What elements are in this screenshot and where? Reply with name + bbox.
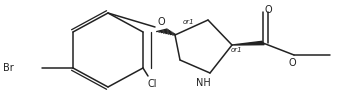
- Text: Cl: Cl: [148, 79, 157, 89]
- Text: or1: or1: [231, 47, 243, 53]
- Text: Br: Br: [3, 63, 14, 73]
- Text: O: O: [264, 5, 272, 15]
- Text: O: O: [288, 58, 296, 68]
- Text: O: O: [157, 17, 165, 27]
- Polygon shape: [232, 41, 264, 45]
- Text: NH: NH: [196, 78, 210, 88]
- Text: or1: or1: [183, 19, 195, 25]
